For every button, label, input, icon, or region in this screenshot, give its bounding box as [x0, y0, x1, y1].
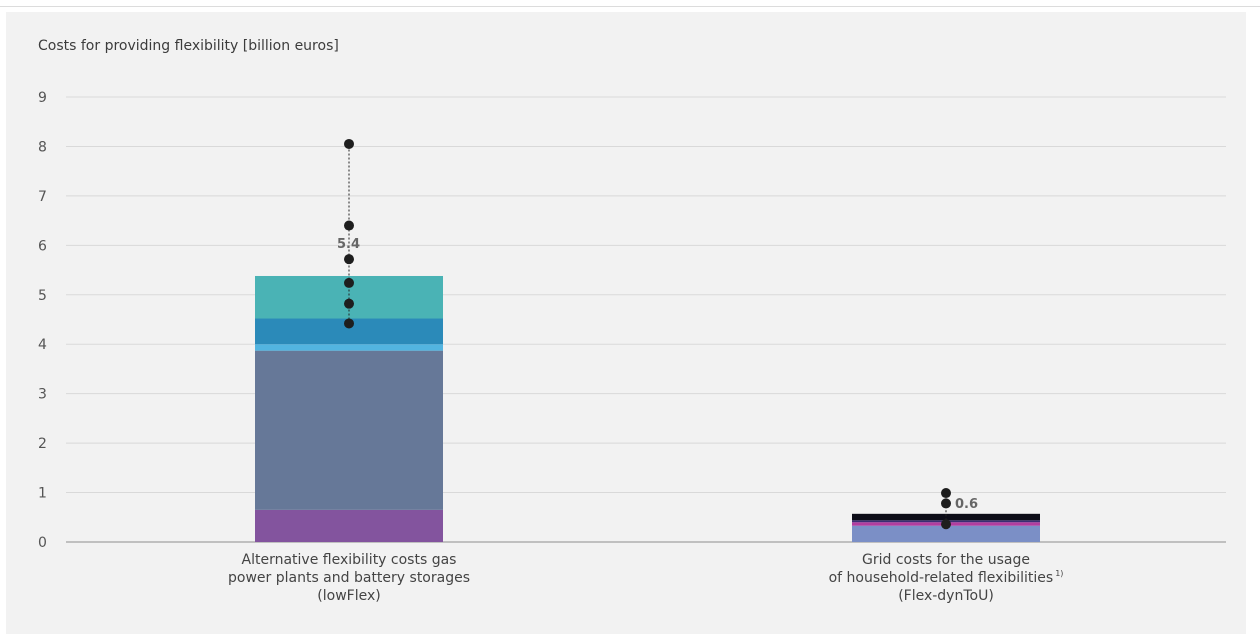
data-point: [344, 318, 354, 329]
data-point: [344, 220, 354, 231]
category-label: (Flex-dynToU): [898, 588, 994, 604]
data-point: [941, 488, 951, 499]
y-tick-label: 0: [38, 535, 47, 551]
data-point: [344, 298, 354, 309]
data-label: 5.4: [337, 237, 360, 252]
data-point: [344, 138, 354, 149]
bar-segment: [255, 509, 443, 542]
category-label: (lowFlex): [317, 588, 380, 604]
top-divider: [0, 6, 1260, 7]
y-tick-label: 7: [38, 189, 47, 205]
data-point: [941, 498, 951, 509]
chart-title: Costs for providing flexibility [billion…: [38, 38, 339, 54]
data-point: [344, 254, 354, 265]
data-label: 0.6: [955, 497, 978, 512]
bar-segment: [255, 350, 443, 510]
bar-segment: [852, 513, 1040, 521]
y-tick-label: 8: [38, 139, 47, 155]
category-label: Alternative flexibility costs gas: [242, 552, 457, 568]
category-label: of household-related flexibilities 1): [829, 569, 1064, 586]
y-tick-label: 3: [38, 387, 47, 403]
y-tick-label: 5: [38, 288, 47, 304]
category-label: Grid costs for the usage: [862, 552, 1030, 568]
category-label: power plants and battery storages: [228, 570, 470, 586]
bar-segment: [852, 525, 1040, 542]
y-tick-label: 2: [38, 436, 47, 452]
data-point: [344, 277, 354, 288]
data-point: [941, 519, 951, 530]
y-tick-label: 9: [38, 90, 47, 106]
y-tick-label: 1: [38, 486, 47, 502]
bar-segment: [255, 344, 443, 351]
y-tick-label: 6: [38, 238, 47, 254]
y-tick-label: 4: [38, 337, 47, 353]
